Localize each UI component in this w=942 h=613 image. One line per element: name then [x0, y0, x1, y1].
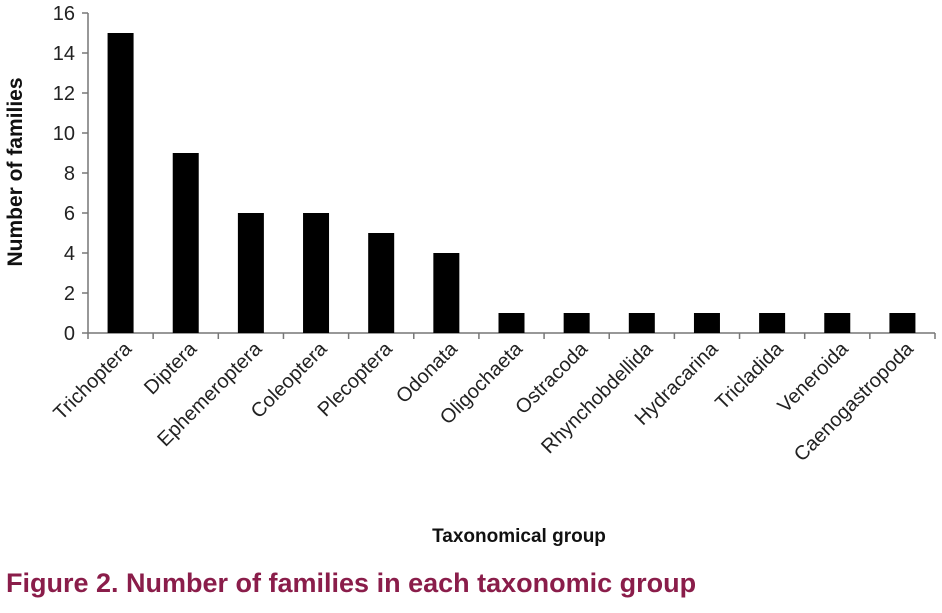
bar	[303, 213, 330, 333]
y-tick-label: 6	[64, 203, 75, 225]
bar	[824, 313, 851, 333]
y-tick-label: 8	[64, 163, 75, 185]
y-tick-label: 16	[53, 3, 75, 25]
x-tick-label: Trichoptera	[50, 337, 137, 424]
bar	[237, 213, 264, 333]
bar	[759, 313, 786, 333]
y-axis-label: Number of families	[4, 77, 27, 266]
x-axis-label: Taxonomical group	[432, 526, 606, 547]
x-tick-label: Caenogastropoda	[790, 337, 919, 466]
y-axis: 0 2 4 6 8 10 12 14 16	[53, 3, 89, 345]
x-tick-label: Rhynchobdellida	[537, 337, 658, 458]
bar	[172, 153, 199, 333]
bar	[498, 313, 525, 333]
y-tick-label: 0	[64, 323, 75, 345]
bar	[107, 33, 134, 333]
y-tick-label: 2	[64, 283, 75, 305]
y-tick-label: 14	[53, 43, 75, 65]
bar	[368, 233, 395, 333]
y-tick-label: 10	[53, 123, 75, 145]
x-tick-label: Diptera	[140, 337, 202, 399]
y-tick-label: 12	[53, 83, 75, 105]
bar	[563, 313, 590, 333]
y-tick-label: 4	[64, 243, 75, 265]
bar-chart: 0 2 4 6 8 10 12 14 16 Trichoptera DipteraEphemero…	[4, 3, 936, 547]
bar	[693, 313, 720, 333]
bar	[433, 253, 460, 333]
bars: Trichoptera DipteraEphemeropteraColeopter…	[50, 33, 919, 466]
bar	[889, 313, 916, 333]
bar	[628, 313, 655, 333]
figure-caption: Figure 2. Number of families in each tax…	[6, 568, 697, 598]
